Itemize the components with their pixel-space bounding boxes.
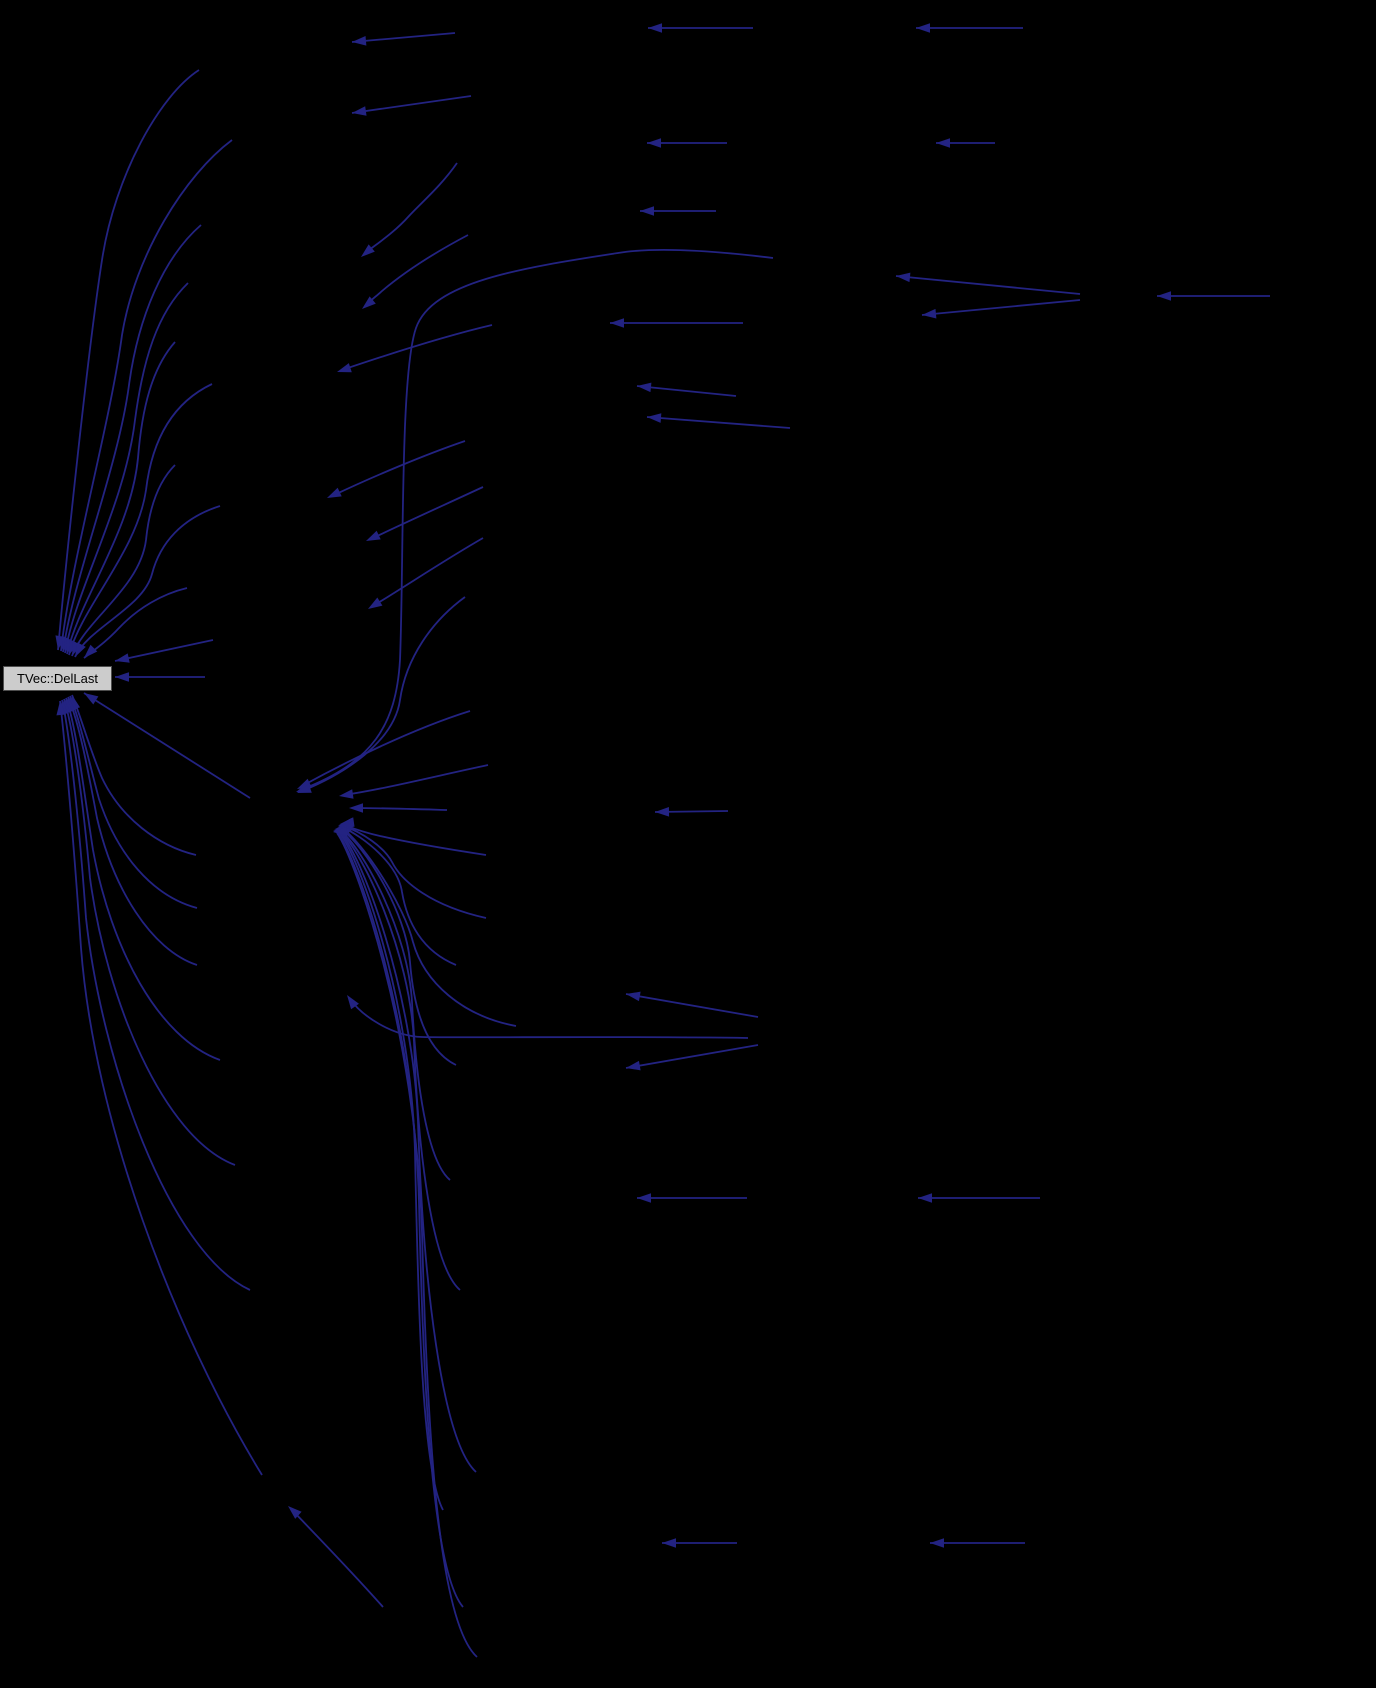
arrowhead xyxy=(327,487,342,498)
graph-edge xyxy=(351,32,456,43)
arrowhead xyxy=(361,244,375,257)
graph-edge xyxy=(895,275,1081,295)
graph-edge xyxy=(921,299,1081,316)
graph-edge xyxy=(349,998,749,1039)
arrowhead xyxy=(288,1506,302,1519)
arrowhead xyxy=(647,413,662,423)
arrowhead xyxy=(297,783,312,793)
arrowhead xyxy=(930,1538,944,1548)
graph-edge xyxy=(340,828,457,1066)
graph-edge xyxy=(68,383,213,656)
arrowhead xyxy=(84,693,99,705)
graph-edge xyxy=(66,341,176,655)
graph-edge xyxy=(57,69,200,651)
arrowhead xyxy=(936,138,950,148)
arrowhead xyxy=(626,991,641,1002)
arrowhead xyxy=(337,363,352,373)
graph-edge xyxy=(338,829,461,1291)
graph-edge xyxy=(636,385,737,397)
graph-edge xyxy=(291,1509,384,1608)
graph-edge xyxy=(339,829,451,1181)
arrowhead xyxy=(648,23,662,33)
arrowhead xyxy=(333,826,348,837)
arrowhead xyxy=(655,807,670,817)
arrowhead xyxy=(896,272,911,283)
graph-edge xyxy=(114,639,214,662)
graph-edge xyxy=(337,830,444,1511)
graph-edge xyxy=(83,692,251,799)
graph-edge xyxy=(625,1044,759,1069)
arrowhead xyxy=(347,995,359,1010)
graph-edge xyxy=(341,826,457,966)
graph-edge xyxy=(363,162,458,255)
graph-edge xyxy=(59,700,263,1476)
graph-edge xyxy=(352,807,448,811)
arrowhead xyxy=(56,701,67,716)
graph-node-label: TVec::DelLast xyxy=(17,671,98,686)
graph-edge xyxy=(71,464,176,657)
arrowhead xyxy=(75,642,86,657)
graph-edge xyxy=(64,282,189,654)
arrowhead xyxy=(922,308,937,319)
graph-edge xyxy=(63,698,236,1166)
graph-edge xyxy=(351,95,472,114)
graph-edge xyxy=(67,696,198,966)
arrowhead xyxy=(352,106,367,116)
graph-edge xyxy=(370,486,484,540)
graph-edge xyxy=(342,825,487,919)
arrowhead xyxy=(916,23,930,33)
graph-edge xyxy=(343,824,487,856)
graph-edge xyxy=(341,827,517,1027)
arrowhead xyxy=(640,206,654,216)
arrowhead xyxy=(1157,291,1171,301)
graph-edge xyxy=(301,596,466,792)
graph-edge xyxy=(364,234,469,307)
arrowhead xyxy=(366,530,381,541)
graph-edge xyxy=(302,249,774,790)
graph-edge xyxy=(341,324,493,371)
graph-edge xyxy=(60,139,233,652)
arrowhead xyxy=(115,653,130,663)
graph-edge xyxy=(646,416,791,429)
graph-edge xyxy=(372,537,484,607)
graph-edge xyxy=(74,505,221,658)
graph-edge xyxy=(338,830,477,1473)
graph-edge xyxy=(625,993,759,1018)
arrowhead xyxy=(84,644,98,658)
arrowhead xyxy=(339,789,354,799)
arrowhead xyxy=(368,597,383,609)
graph-edge xyxy=(61,699,251,1291)
graph-edge xyxy=(65,697,221,1061)
arrowhead xyxy=(918,1193,932,1203)
graph-edge xyxy=(301,710,471,787)
arrowhead xyxy=(362,296,376,309)
arrowhead xyxy=(610,318,624,328)
arrowhead xyxy=(626,1060,641,1071)
graph-edge xyxy=(62,224,202,653)
graph-edge xyxy=(71,694,197,856)
edge-layer xyxy=(55,23,1270,1658)
arrowhead xyxy=(637,382,652,393)
graph-edge xyxy=(69,695,198,909)
graph-edge xyxy=(343,764,489,796)
graph-edge xyxy=(331,440,466,497)
arrowhead xyxy=(647,138,661,148)
graph-edge xyxy=(336,831,464,1608)
graph-edge xyxy=(83,587,188,659)
arrowhead xyxy=(352,35,367,46)
arrowhead xyxy=(662,1538,676,1548)
arrowhead xyxy=(637,1193,651,1203)
arrowhead xyxy=(349,803,363,813)
graph-node-root[interactable]: TVec::DelLast xyxy=(3,666,112,691)
graph-edge xyxy=(336,832,478,1658)
arrowhead xyxy=(115,672,129,682)
